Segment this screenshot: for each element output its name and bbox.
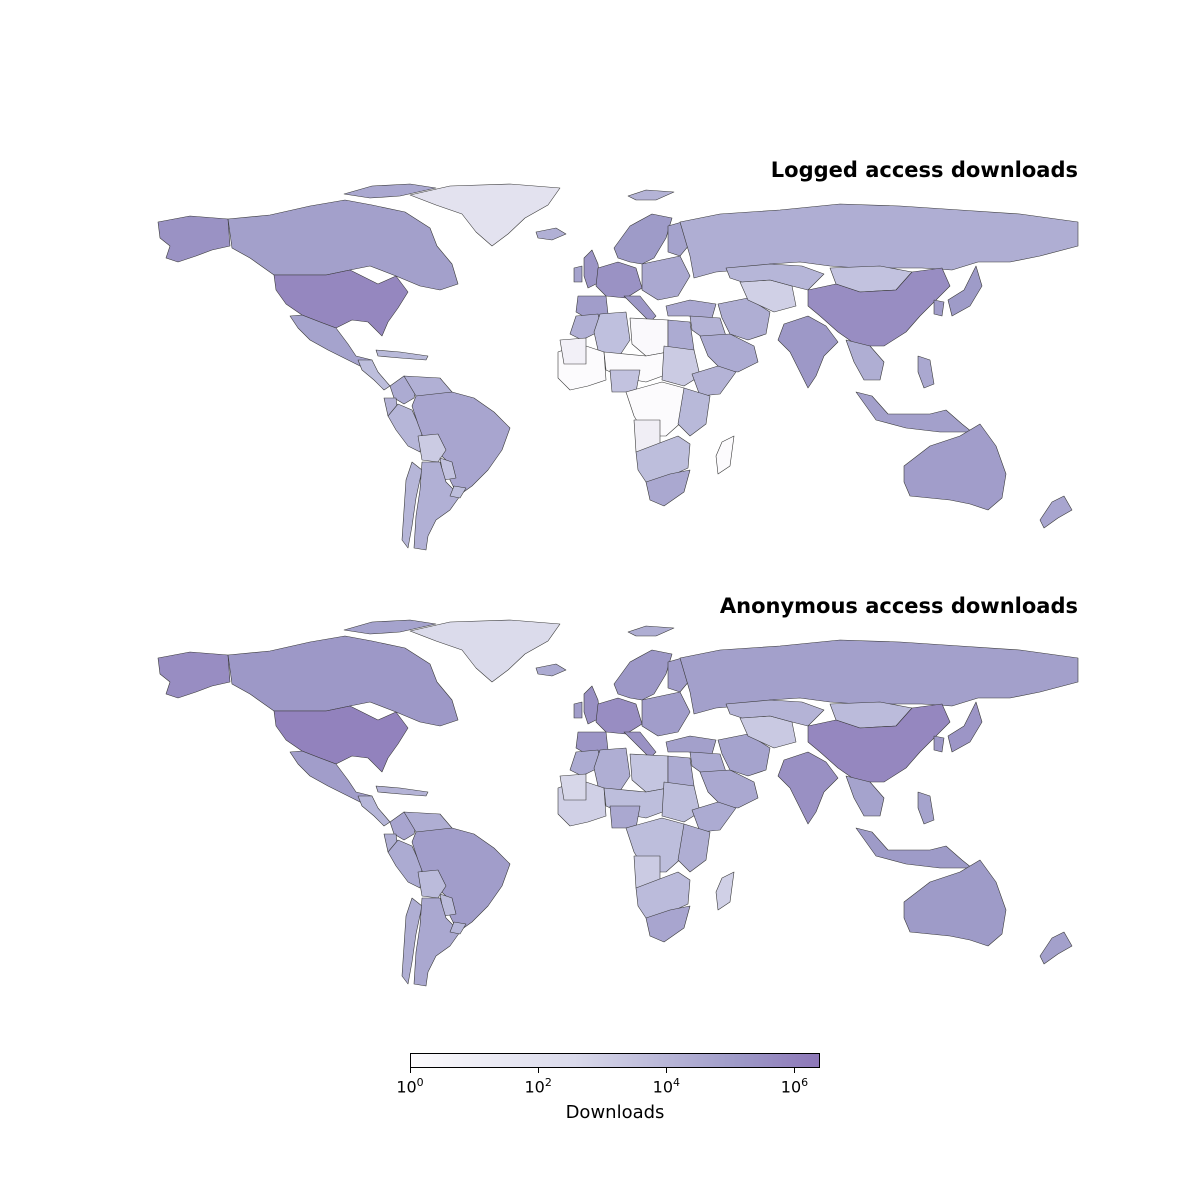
region-morocco xyxy=(569,313,603,341)
region-chile xyxy=(401,461,423,549)
region-libya xyxy=(629,317,669,357)
region-italy xyxy=(623,295,657,323)
region-alaska xyxy=(157,651,231,699)
region-bolivia xyxy=(417,433,447,463)
colorbar-label: Downloads xyxy=(565,1102,665,1123)
region-ireland xyxy=(573,265,583,283)
colorbar-tick xyxy=(410,1068,411,1073)
region-madagascar xyxy=(715,435,735,475)
region-mauritania xyxy=(559,773,587,801)
region-arctic-islands xyxy=(343,183,437,199)
region-japan xyxy=(947,701,983,753)
region-uruguay xyxy=(449,921,467,935)
region-philippines xyxy=(917,791,935,825)
region-chile xyxy=(401,897,423,985)
colorbar xyxy=(410,1053,820,1068)
region-eastern-europe xyxy=(641,255,691,301)
region-brazil xyxy=(411,827,511,933)
region-greenland xyxy=(409,183,561,247)
region-eastern-europe xyxy=(641,691,691,737)
region-indonesia xyxy=(855,827,973,869)
region-brazil xyxy=(411,391,511,497)
region-arctic-islands xyxy=(343,619,437,635)
region-western-europe xyxy=(595,261,643,299)
region-alaska xyxy=(157,215,231,263)
panel-title-anonymous: Anonymous access downloads xyxy=(719,594,1078,618)
region-mauritania xyxy=(559,337,587,365)
region-australia xyxy=(903,423,1007,511)
region-indonesia xyxy=(855,391,973,433)
region-arabian-peninsula xyxy=(699,769,759,809)
region-kazakhstan xyxy=(725,263,825,291)
region-philippines xyxy=(917,355,935,389)
region-australia xyxy=(903,859,1007,947)
panel-title-logged: Logged access downloads xyxy=(770,158,1078,182)
region-sudan xyxy=(661,781,701,823)
colorbar-tick-label: 106 xyxy=(780,1076,809,1097)
region-uruguay xyxy=(449,485,467,499)
colorbar-tick-label: 100 xyxy=(396,1076,424,1097)
region-western-europe xyxy=(595,697,643,735)
region-india xyxy=(777,315,839,389)
region-svalbard xyxy=(627,625,675,637)
region-arabian-peninsula xyxy=(699,333,759,373)
region-svalbard xyxy=(627,189,675,201)
region-central-america xyxy=(357,795,391,827)
colorbar-tick xyxy=(666,1068,668,1073)
region-scandinavia xyxy=(613,213,673,265)
region-kazakhstan xyxy=(725,699,825,727)
region-turkey xyxy=(665,735,717,755)
region-caribbean xyxy=(375,785,429,797)
region-new-zealand xyxy=(1039,495,1073,529)
world-map-logged xyxy=(157,183,1079,551)
region-argentina xyxy=(413,461,461,551)
region-united-states xyxy=(273,705,409,773)
region-southeast-asia xyxy=(845,339,885,381)
colorbar-tick-label: 104 xyxy=(652,1076,681,1097)
region-libya xyxy=(629,753,669,793)
region-united-states xyxy=(273,269,409,337)
colorbar-gradient xyxy=(410,1053,820,1068)
region-argentina xyxy=(413,897,461,987)
region-nigeria xyxy=(609,369,641,393)
region-nigeria xyxy=(609,805,641,829)
region-east-africa xyxy=(677,387,711,437)
world-map-anonymous xyxy=(157,619,1079,987)
colorbar-tick-label: 102 xyxy=(524,1076,552,1097)
region-new-zealand xyxy=(1039,931,1073,965)
region-sudan xyxy=(661,345,701,387)
region-korea xyxy=(933,299,945,317)
region-italy xyxy=(623,731,657,759)
region-caribbean xyxy=(375,349,429,361)
region-madagascar xyxy=(715,871,735,911)
region-greenland xyxy=(409,619,561,683)
region-morocco xyxy=(569,749,603,777)
region-japan xyxy=(947,265,983,317)
region-india xyxy=(777,751,839,825)
region-southeast-asia xyxy=(845,775,885,817)
region-central-america xyxy=(357,359,391,391)
region-bolivia xyxy=(417,869,447,899)
region-china xyxy=(807,703,951,783)
region-korea xyxy=(933,735,945,753)
region-east-africa xyxy=(677,823,711,873)
region-iceland xyxy=(535,227,567,241)
region-turkey xyxy=(665,299,717,319)
region-china xyxy=(807,267,951,347)
region-iceland xyxy=(535,663,567,677)
region-south-africa xyxy=(645,469,691,507)
region-scandinavia xyxy=(613,649,673,701)
colorbar-tick xyxy=(794,1068,796,1073)
region-south-africa xyxy=(645,905,691,943)
region-ireland xyxy=(573,701,583,719)
colorbar-tick xyxy=(538,1068,540,1073)
